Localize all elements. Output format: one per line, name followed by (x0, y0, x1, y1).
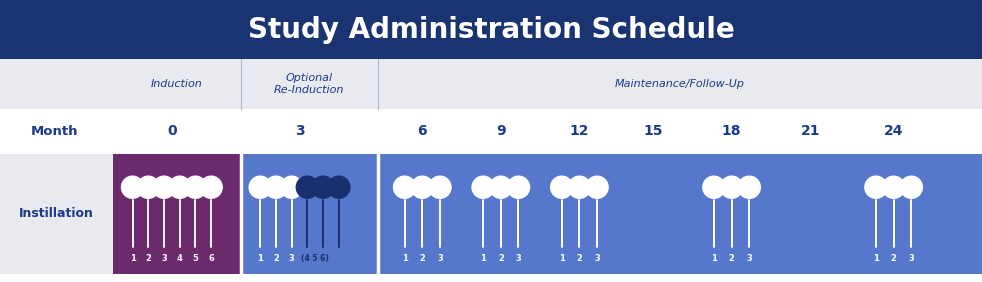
Ellipse shape (489, 175, 513, 199)
Ellipse shape (900, 175, 923, 199)
Ellipse shape (280, 175, 303, 199)
Text: Maintenance/Follow-Up: Maintenance/Follow-Up (615, 79, 745, 89)
Ellipse shape (199, 175, 223, 199)
Text: 2: 2 (891, 254, 897, 263)
FancyBboxPatch shape (113, 154, 241, 274)
Text: 1: 1 (559, 254, 565, 263)
Text: 3: 3 (161, 254, 167, 263)
Text: (4 5 6): (4 5 6) (301, 254, 329, 263)
Text: 3: 3 (516, 254, 521, 263)
Text: 1: 1 (711, 254, 717, 263)
Text: Study Administration Schedule: Study Administration Schedule (247, 16, 735, 44)
Text: 18: 18 (722, 124, 741, 138)
Text: 21: 21 (800, 124, 820, 138)
Ellipse shape (702, 175, 726, 199)
Ellipse shape (184, 175, 207, 199)
Text: Induction: Induction (151, 79, 202, 89)
Text: 3: 3 (289, 254, 295, 263)
FancyBboxPatch shape (0, 0, 982, 59)
FancyBboxPatch shape (0, 109, 982, 154)
Ellipse shape (327, 175, 351, 199)
Text: 2: 2 (576, 254, 582, 263)
FancyBboxPatch shape (378, 154, 982, 274)
Ellipse shape (428, 175, 452, 199)
Ellipse shape (737, 175, 761, 199)
Text: Optional
Re-Induction: Optional Re-Induction (274, 73, 345, 95)
Ellipse shape (550, 175, 573, 199)
Ellipse shape (168, 175, 191, 199)
Ellipse shape (720, 175, 743, 199)
Text: 1: 1 (480, 254, 486, 263)
Text: 1: 1 (402, 254, 408, 263)
Text: 6: 6 (208, 254, 214, 263)
Ellipse shape (136, 175, 160, 199)
Text: 3: 3 (594, 254, 600, 263)
Ellipse shape (882, 175, 905, 199)
Text: 9: 9 (496, 124, 506, 138)
Text: 1: 1 (873, 254, 879, 263)
Ellipse shape (296, 175, 319, 199)
Ellipse shape (311, 175, 335, 199)
Text: 2: 2 (419, 254, 425, 263)
Ellipse shape (864, 175, 888, 199)
Ellipse shape (568, 175, 591, 199)
Text: 3: 3 (437, 254, 443, 263)
FancyBboxPatch shape (0, 59, 982, 109)
Text: 1: 1 (257, 254, 263, 263)
Ellipse shape (248, 175, 272, 199)
Text: 2: 2 (729, 254, 735, 263)
Ellipse shape (264, 175, 288, 199)
Text: 5: 5 (192, 254, 198, 263)
Text: Month: Month (30, 125, 78, 138)
Text: 2: 2 (273, 254, 279, 263)
Text: 2: 2 (145, 254, 151, 263)
Ellipse shape (121, 175, 144, 199)
Text: 4: 4 (177, 254, 183, 263)
Text: 6: 6 (417, 124, 427, 138)
FancyBboxPatch shape (241, 154, 378, 274)
Ellipse shape (471, 175, 495, 199)
Text: 24: 24 (884, 124, 903, 138)
Text: 12: 12 (570, 124, 589, 138)
Ellipse shape (410, 175, 434, 199)
Ellipse shape (507, 175, 530, 199)
Text: 0: 0 (167, 124, 177, 138)
FancyBboxPatch shape (0, 154, 113, 274)
Text: Instillation: Instillation (19, 207, 94, 220)
Text: 2: 2 (498, 254, 504, 263)
Text: 15: 15 (643, 124, 663, 138)
Text: 3: 3 (295, 124, 304, 138)
Text: 3: 3 (908, 254, 914, 263)
Ellipse shape (152, 175, 176, 199)
Ellipse shape (585, 175, 609, 199)
Text: 3: 3 (746, 254, 752, 263)
Text: 1: 1 (130, 254, 136, 263)
Ellipse shape (393, 175, 416, 199)
